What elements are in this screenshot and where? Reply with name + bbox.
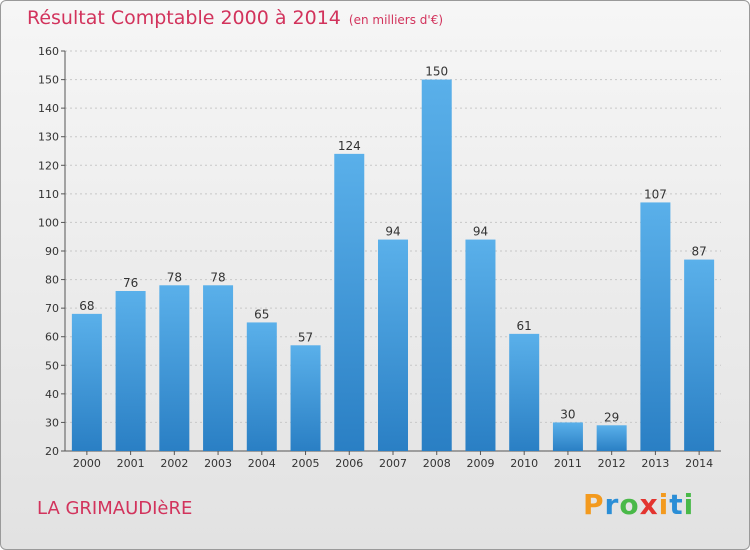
bar-2009 [465, 239, 496, 451]
data-labels: 68 76 78 78 65 57 124 94 150 94 61 30 29 107 87 [79, 65, 707, 425]
bar-2011 [552, 422, 583, 451]
data-label-2008: 150 [425, 65, 448, 79]
data-label-2012: 29 [604, 410, 619, 424]
bar-2004 [246, 322, 277, 451]
logo-letter: o [619, 488, 640, 521]
proxiti-logo[interactable]: Proxiti [583, 488, 694, 521]
y-tick-label: 160 [38, 45, 59, 58]
x-tick-label-2014: 2014 [685, 457, 713, 470]
chart-title-text: Résultat Comptable 2000 à 2014 [27, 7, 341, 29]
y-tick-label: 150 [38, 74, 59, 87]
data-label-2004: 65 [254, 307, 269, 321]
data-label-2000: 68 [79, 299, 94, 313]
bar-2008 [421, 79, 452, 452]
bar-2000 [71, 313, 102, 451]
data-label-2003: 78 [210, 270, 225, 284]
y-tick-label: 70 [45, 302, 59, 315]
bar-2006 [334, 153, 365, 451]
x-tick-label-2002: 2002 [160, 457, 188, 470]
data-label-2007: 94 [385, 225, 400, 239]
x-tick-label-2001: 2001 [117, 457, 145, 470]
y-tick-label: 50 [45, 359, 59, 372]
bar-2002 [159, 285, 190, 451]
x-tick-label-2007: 2007 [379, 457, 407, 470]
logo-letter: i [658, 488, 670, 521]
chart-subtitle: (en milliers d'€) [348, 13, 444, 27]
bar-2012 [596, 425, 627, 451]
x-tick-label-2000: 2000 [73, 457, 101, 470]
data-label-2009: 94 [473, 225, 488, 239]
x-tick-label-2012: 2012 [598, 457, 626, 470]
x-tick-label-2013: 2013 [641, 457, 669, 470]
y-tick-label: 120 [38, 159, 59, 172]
logo-letter: P [583, 488, 605, 521]
y-tick-label: 60 [45, 331, 59, 344]
y-tick-label: 130 [38, 131, 59, 144]
x-tick-label-2004: 2004 [248, 457, 276, 470]
data-label-2005: 57 [298, 330, 313, 344]
logo-letter: t [669, 488, 684, 521]
x-tick-label-2010: 2010 [510, 457, 538, 470]
bar-2001 [115, 291, 146, 451]
data-label-2002: 78 [167, 270, 182, 284]
data-label-2013: 107 [644, 187, 667, 201]
grid-lines [65, 50, 721, 452]
x-tick-label-2006: 2006 [335, 457, 363, 470]
chart-title: Résultat Comptable 2000 à 2014 (en millie… [27, 7, 443, 29]
bars [71, 79, 715, 452]
data-label-2011: 30 [560, 407, 575, 421]
bar-2013 [640, 202, 671, 451]
commune-name: LA GRIMAUDIèRE [37, 498, 193, 519]
data-label-2006: 124 [338, 139, 361, 153]
x-tick-label-2009: 2009 [466, 457, 494, 470]
data-label-2010: 61 [517, 319, 532, 333]
logo-letter: x [639, 488, 659, 521]
axes: 20 30 40 50 60 70 80 90 100 110 120 130 140 150 160 200… [38, 45, 721, 470]
y-tick-label: 100 [38, 216, 59, 229]
bar-2010 [509, 333, 540, 451]
y-tick-label: 40 [45, 388, 59, 401]
x-tick-label-2005: 2005 [292, 457, 320, 470]
x-tick-label-2003: 2003 [204, 457, 232, 470]
data-label-2014: 87 [691, 245, 706, 259]
y-tick-label: 30 [45, 416, 59, 429]
y-tick-label: 110 [38, 188, 59, 201]
data-label-2001: 76 [123, 276, 138, 290]
bar-2007 [378, 239, 408, 451]
y-tick-label: 80 [45, 274, 59, 287]
logo-letter: i [683, 488, 695, 521]
bar-2005 [290, 345, 321, 451]
logo-letter: r [604, 488, 620, 521]
x-tick-label-2008: 2008 [423, 457, 451, 470]
x-tick-label-2011: 2011 [554, 457, 582, 470]
y-tick-label: 90 [45, 245, 59, 258]
bar-2003 [203, 285, 234, 451]
y-tick-label: 140 [38, 102, 59, 115]
bar-2014 [684, 259, 715, 451]
y-tick-label: 20 [45, 445, 59, 458]
